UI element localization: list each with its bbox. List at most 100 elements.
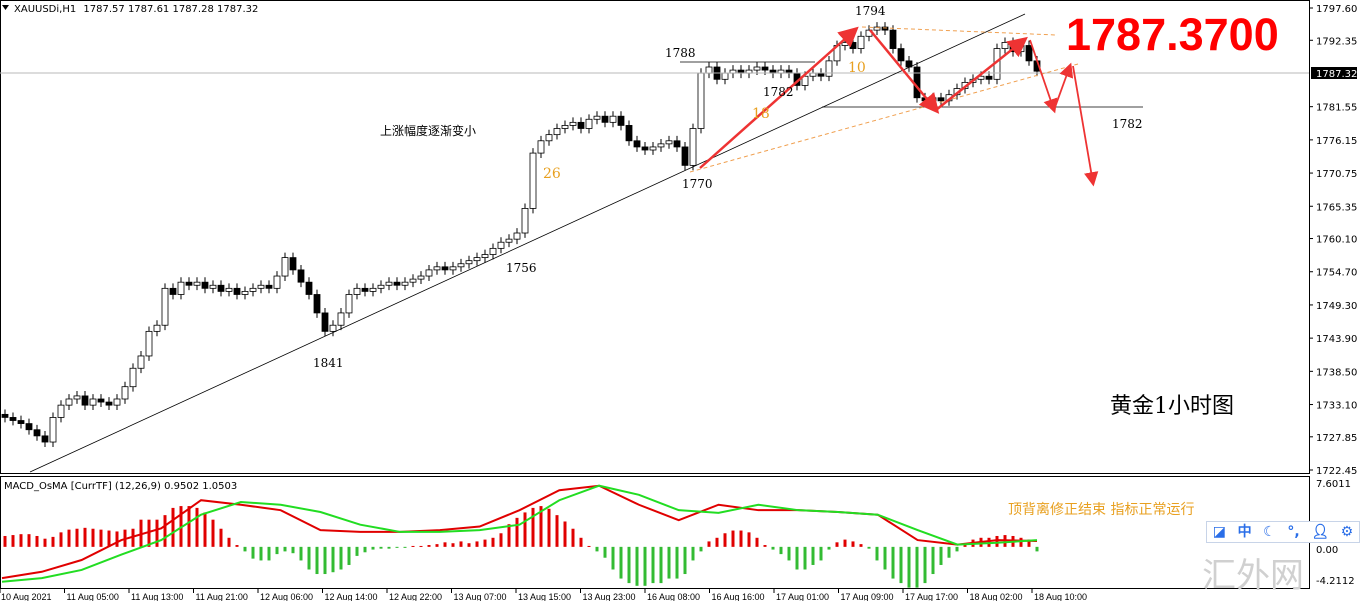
time-axis: 10 Aug 2021 11 Aug 05:00 11 Aug 13:00 11 Au… bbox=[0, 589, 1087, 601]
candle-body bbox=[313, 294, 321, 314]
time-tick-label: 16 Aug 16:00 bbox=[712, 592, 765, 601]
candle bbox=[73, 391, 81, 404]
candle-body bbox=[209, 284, 217, 289]
candle bbox=[697, 68, 705, 134]
histogram-bar bbox=[99, 529, 103, 547]
candle bbox=[553, 123, 561, 140]
histogram-bar bbox=[571, 528, 575, 547]
candle bbox=[609, 111, 617, 128]
candle-body bbox=[257, 284, 265, 289]
moon-icon[interactable]: ☾ bbox=[1263, 524, 1276, 540]
dropdown-triangle-icon[interactable] bbox=[2, 5, 9, 10]
user-icon[interactable]: 👤︎ bbox=[1311, 524, 1329, 540]
candle bbox=[209, 280, 217, 294]
histogram-bar bbox=[491, 537, 495, 547]
candle bbox=[529, 148, 537, 214]
punctuation-icon[interactable]: °, bbox=[1287, 524, 1300, 540]
chinese-input-icon[interactable]: 中 bbox=[1237, 524, 1252, 540]
histogram-bar bbox=[755, 537, 759, 547]
histogram-bar bbox=[307, 546, 311, 570]
histogram-bar bbox=[835, 542, 839, 547]
candle bbox=[289, 252, 297, 275]
indicator-label: MACD_OsMA [CurrTF] (12,26,9) 0.9502 1.05… bbox=[4, 481, 237, 492]
histogram-bar bbox=[643, 546, 647, 586]
candle-body bbox=[673, 140, 681, 148]
candle bbox=[113, 394, 121, 411]
candle bbox=[665, 135, 673, 149]
histogram-bar bbox=[131, 528, 135, 547]
edit-icon[interactable]: ◪ bbox=[1212, 524, 1227, 540]
candle bbox=[641, 142, 649, 155]
histogram-bar bbox=[595, 546, 599, 552]
candle-body bbox=[249, 287, 257, 292]
histogram-bar bbox=[579, 537, 583, 547]
candle-body bbox=[281, 257, 289, 277]
candle-body bbox=[569, 121, 577, 126]
histogram-bar bbox=[427, 545, 431, 547]
histogram-bar bbox=[499, 533, 503, 547]
histogram-bar bbox=[83, 527, 87, 547]
histogram-bar bbox=[267, 546, 271, 561]
candle-body bbox=[545, 134, 553, 142]
histogram-bar bbox=[67, 529, 71, 547]
price-tick-label: 1754.70 bbox=[1316, 268, 1357, 279]
histogram-bar bbox=[203, 512, 207, 547]
candle bbox=[737, 65, 745, 79]
candle bbox=[169, 283, 177, 300]
time-tick-label: 18 Aug 02:00 bbox=[970, 592, 1023, 601]
candle-body bbox=[593, 115, 601, 120]
candle-body bbox=[137, 355, 145, 369]
histogram-bar bbox=[867, 546, 871, 549]
histogram-bar bbox=[339, 546, 343, 570]
label-1756: 1756 bbox=[506, 261, 537, 275]
candle-body bbox=[305, 281, 313, 295]
candle bbox=[17, 415, 25, 429]
histogram-bar bbox=[171, 507, 175, 547]
candle-body bbox=[881, 26, 889, 31]
macd-axis-top: 7.6011 bbox=[1316, 479, 1351, 490]
macd-axis-zero: 0.00 bbox=[1316, 545, 1338, 556]
candle-body bbox=[273, 275, 281, 289]
candle-body bbox=[633, 140, 641, 148]
candle-body bbox=[849, 42, 857, 49]
candle bbox=[673, 135, 681, 152]
candle bbox=[465, 255, 473, 269]
count-18: 18 bbox=[752, 106, 770, 122]
candle-body bbox=[377, 284, 385, 289]
histogram-bar bbox=[467, 543, 471, 547]
candle-body bbox=[505, 238, 513, 243]
time-tick-label: 12 Aug 06:00 bbox=[260, 592, 313, 601]
symbol-header: XAUUSDi,H1 1787.57 1787.61 1787.28 1787.… bbox=[14, 4, 258, 15]
label-1782-mid: 1782 bbox=[763, 85, 794, 99]
candle bbox=[433, 261, 441, 275]
histogram-bar bbox=[371, 546, 375, 550]
histogram-bar bbox=[155, 519, 159, 547]
candle bbox=[153, 320, 161, 337]
price-tick-label: 1765.35 bbox=[1316, 202, 1357, 213]
candle bbox=[249, 283, 257, 297]
gear-icon[interactable]: ⚙ bbox=[1340, 524, 1354, 540]
symbol-name: XAUUSDi,H1 bbox=[14, 4, 76, 15]
candle-body bbox=[441, 266, 449, 271]
candle bbox=[329, 320, 337, 337]
candle bbox=[913, 62, 921, 103]
histogram-bar bbox=[899, 546, 903, 584]
candle-body bbox=[145, 330, 153, 357]
histogram-bar bbox=[683, 546, 687, 575]
candle-body bbox=[289, 257, 297, 271]
time-tick-label: 11 Aug 21:00 bbox=[196, 592, 248, 601]
histogram-bar bbox=[931, 546, 935, 575]
candle bbox=[825, 55, 833, 82]
time-tick-label: 11 Aug 05:00 bbox=[67, 592, 119, 601]
candle bbox=[25, 418, 33, 435]
candle-body bbox=[889, 29, 897, 49]
candle bbox=[353, 283, 361, 300]
candle bbox=[601, 111, 609, 128]
histogram-bar bbox=[995, 535, 999, 547]
histogram-bar bbox=[547, 508, 551, 547]
candle bbox=[649, 142, 657, 155]
candle-body bbox=[265, 284, 273, 289]
histogram-bar bbox=[475, 541, 479, 547]
candle bbox=[425, 264, 433, 281]
candle bbox=[393, 277, 401, 291]
